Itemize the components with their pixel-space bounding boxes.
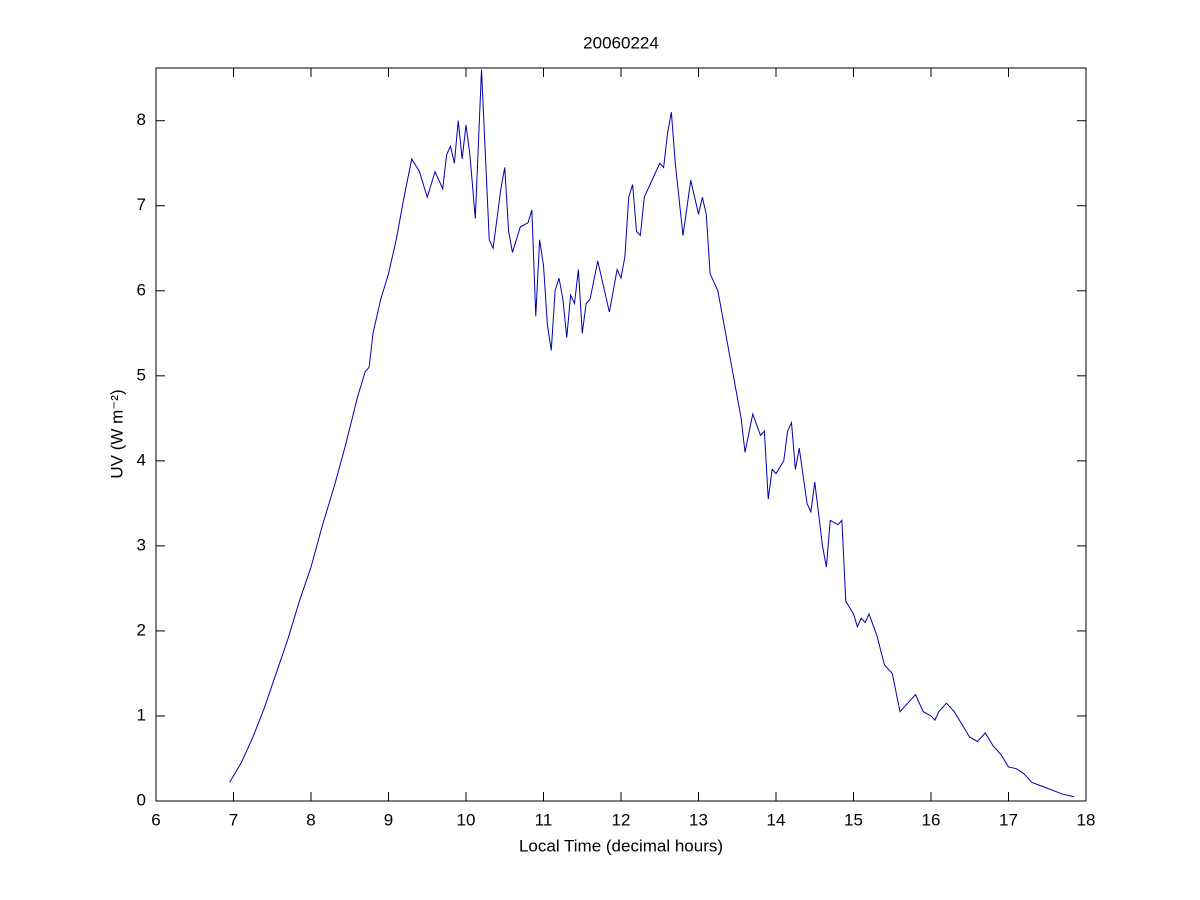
- x-tick-label: 18: [1077, 810, 1096, 829]
- x-tick-label: 9: [384, 810, 393, 829]
- x-tick-label: 13: [689, 810, 708, 829]
- y-tick-label: 2: [137, 620, 146, 639]
- x-tick-label: 17: [999, 810, 1018, 829]
- y-tick-label: 6: [137, 280, 146, 299]
- x-tick-label: 15: [844, 810, 863, 829]
- y-tick-label: 5: [137, 365, 146, 384]
- x-tick-label: 14: [767, 810, 786, 829]
- x-tick-label: 10: [457, 810, 476, 829]
- y-tick-label: 8: [137, 110, 146, 129]
- x-tick-label: 6: [151, 810, 160, 829]
- data-line: [229, 69, 1075, 798]
- x-tick-label: 7: [229, 810, 238, 829]
- x-tick-label: 11: [535, 810, 553, 829]
- x-tick-label: 8: [306, 810, 315, 829]
- y-tick-label: 0: [137, 790, 146, 809]
- y-tick-label: 3: [137, 535, 146, 554]
- x-axis-label: Local Time (decimal hours): [519, 836, 723, 855]
- chart-title: 20060224: [583, 33, 659, 52]
- y-tick-label: 7: [137, 195, 146, 214]
- y-tick-label: 4: [137, 450, 146, 469]
- x-tick-label: 16: [922, 810, 941, 829]
- x-tick-label: 12: [612, 810, 631, 829]
- y-tick-label: 1: [137, 705, 146, 724]
- y-axis-label: UV (W m⁻²): [107, 389, 126, 478]
